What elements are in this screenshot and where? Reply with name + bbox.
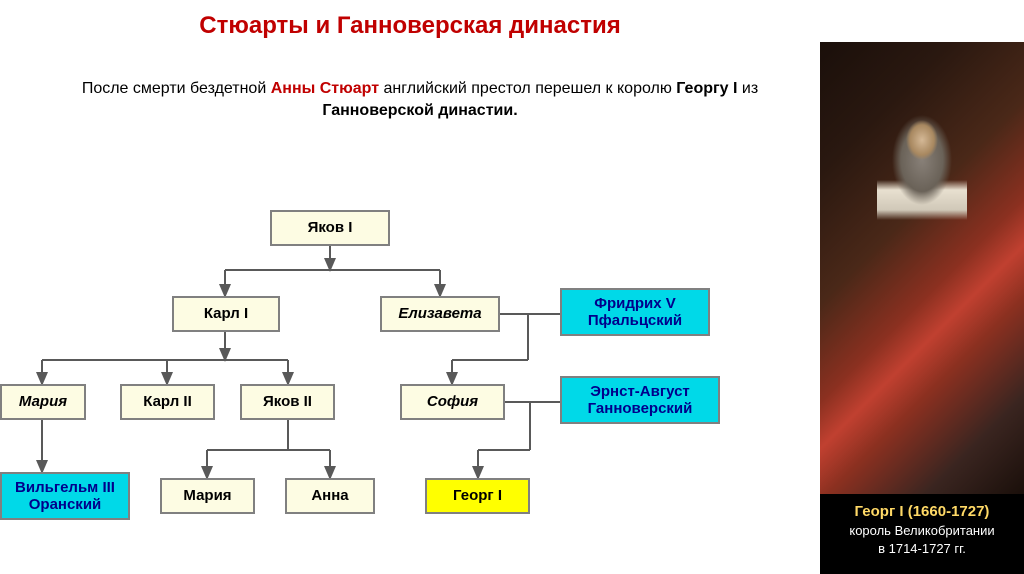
- portrait-line2: король Великобритании: [826, 522, 1018, 540]
- family-tree: Яков I Карл I Елизавета Фридрих V Пфальцски…: [0, 200, 820, 574]
- intro-mid2: из: [737, 80, 758, 97]
- portrait-image: [820, 42, 1024, 494]
- intro-bold1: Георгу I: [676, 80, 737, 97]
- portrait-line3: в 1714-1727 гг.: [826, 540, 1018, 558]
- intro-pre: После смерти бездетной: [82, 80, 271, 97]
- node-sofia: София: [400, 384, 505, 420]
- portrait-name: Георг I (1660-1727): [826, 502, 1018, 522]
- intro-red: Анны Стюарт: [271, 80, 379, 97]
- node-karl1: Карл I: [172, 296, 280, 332]
- node-karl2: Карл II: [120, 384, 215, 420]
- page-title: Стюарты и Ганноверская династия: [0, 0, 820, 48]
- portrait-caption: Георг I (1660-1727) король Великобритани…: [820, 494, 1024, 574]
- node-yakov2: Яков II: [240, 384, 335, 420]
- node-friedrich: Фридрих V Пфальцский: [560, 288, 710, 336]
- node-elizaveta: Елизавета: [380, 296, 500, 332]
- node-ernst: Эрнст-Август Ганноверский: [560, 376, 720, 424]
- intro-bold2: Ганноверской династии.: [322, 102, 517, 119]
- node-wilhelm: Вильгельм III Оранский: [0, 472, 130, 520]
- portrait-panel: Георг I (1660-1727) король Великобритани…: [820, 42, 1024, 574]
- node-georg: Георг I: [425, 478, 530, 514]
- intro-text: После смерти бездетной Анны Стюарт англи…: [40, 78, 800, 123]
- node-maria1: Мария: [0, 384, 86, 420]
- node-yakov1: Яков I: [270, 210, 390, 246]
- node-maria2: Мария: [160, 478, 255, 514]
- node-anna: Анна: [285, 478, 375, 514]
- intro-mid: английский престол перешел к королю: [379, 80, 676, 97]
